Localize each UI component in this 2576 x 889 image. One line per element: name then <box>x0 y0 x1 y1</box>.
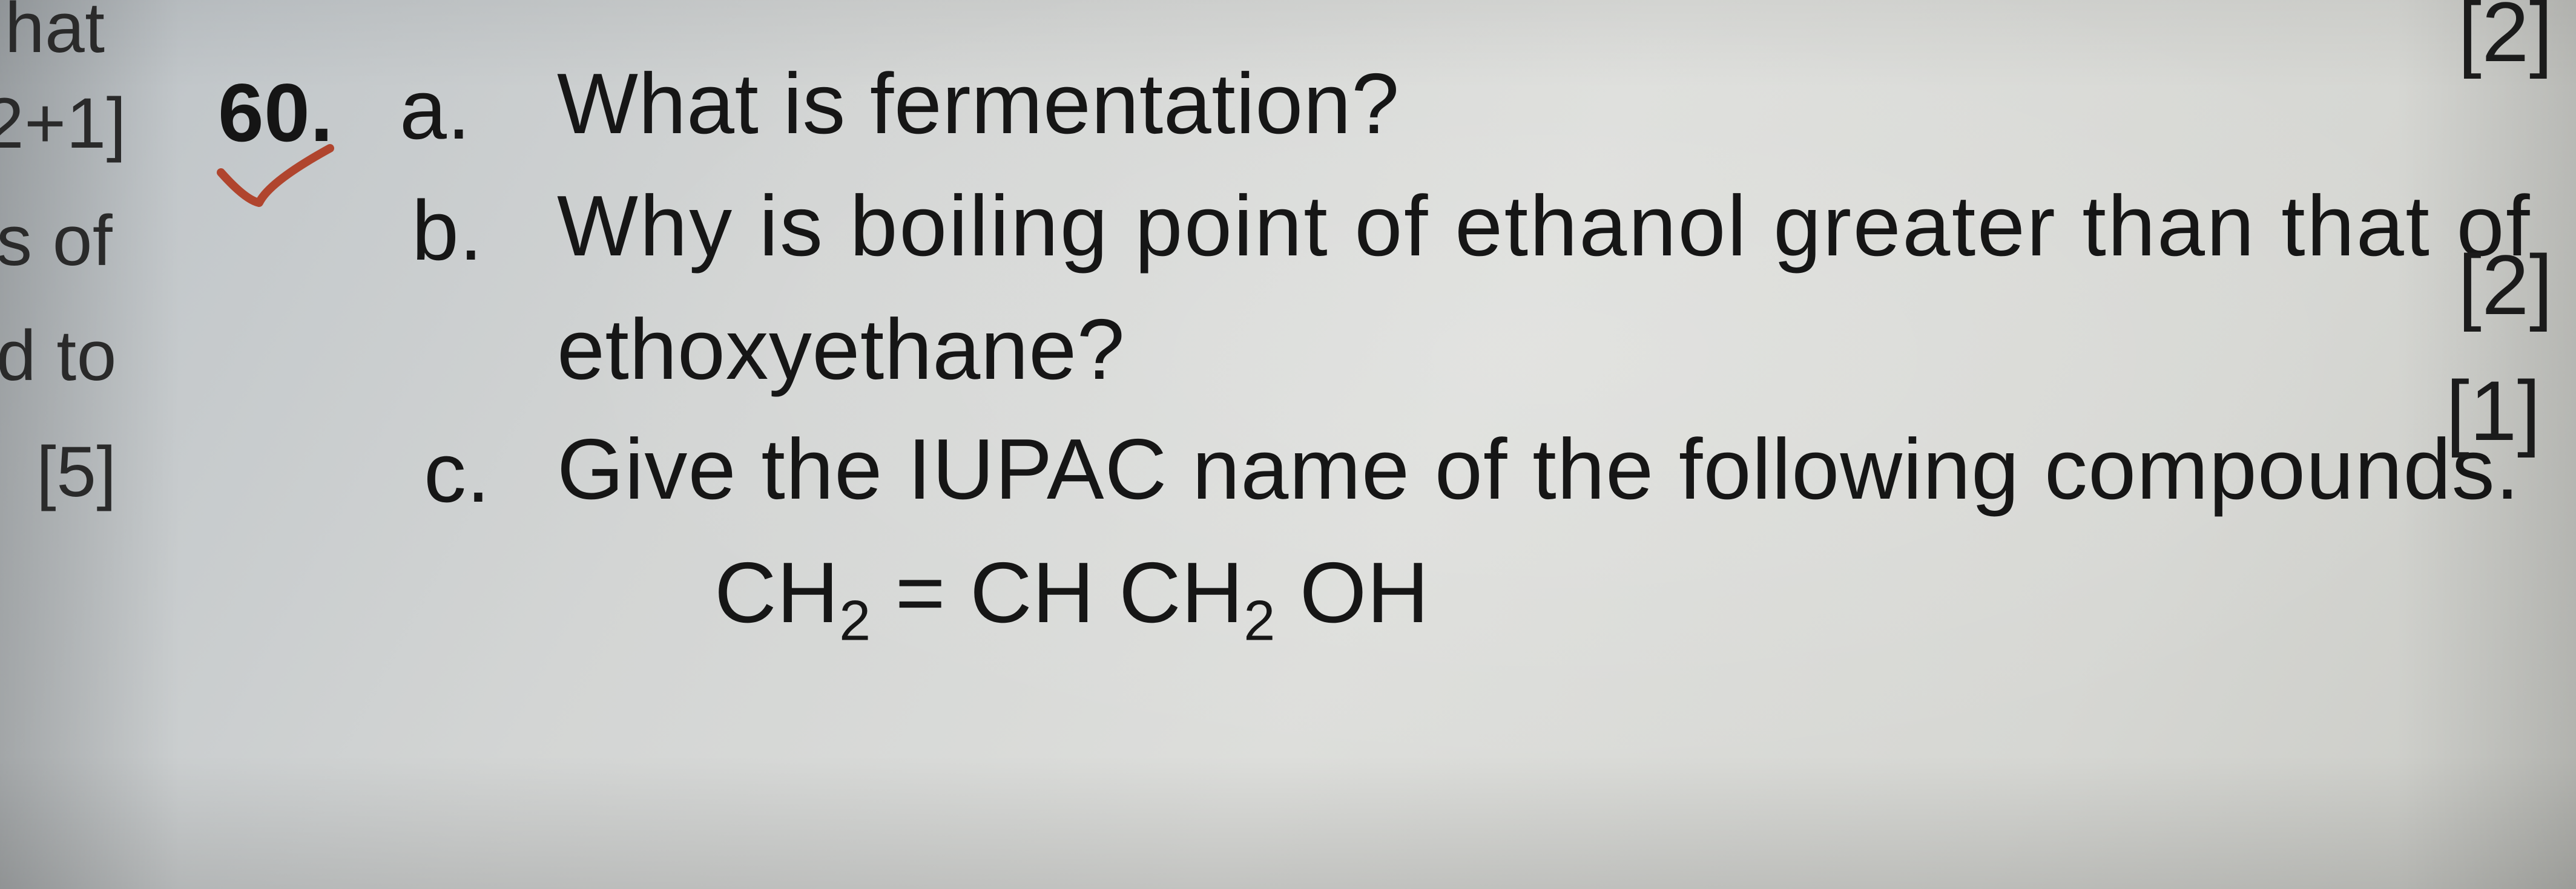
cutoff-text-line3: s of <box>0 200 113 282</box>
part-c-formula: CH2 = CH CH2 OH <box>714 543 1429 643</box>
part-b-marks: [2] <box>2458 236 2553 334</box>
text-layer: hat 2+1] s of d to [5] 60. a. What is fe… <box>0 0 2576 889</box>
formula-part-1: CH <box>714 545 839 641</box>
cutoff-text-line2: 2+1] <box>0 82 127 165</box>
formula-part-3: OH <box>1276 545 1429 641</box>
formula-part-2: = CH CH <box>871 545 1244 641</box>
part-b-text-line2: ethoxyethane? <box>557 300 1125 399</box>
formula-sub-1: 2 <box>839 588 871 652</box>
part-a-label: a. <box>400 61 471 159</box>
part-a-marks: [2] <box>2458 0 2553 81</box>
formula-sub-2: 2 <box>1244 588 1276 652</box>
cutoff-text-line1: hat <box>5 0 105 69</box>
part-a-text: What is fermentation? <box>557 54 1400 154</box>
part-b-text-line1: Why is boiling point of ethanol greater … <box>557 177 2531 276</box>
part-c-marks: [1] <box>2446 362 2541 460</box>
part-c-label: c. <box>424 424 490 522</box>
part-b-label: b. <box>412 182 483 280</box>
cutoff-text-line4: d to <box>0 315 117 397</box>
question-number: 60. <box>218 65 334 160</box>
part-c-text: Give the IUPAC name of the following com… <box>557 420 2520 519</box>
cutoff-text-line5: [5] <box>36 431 117 513</box>
